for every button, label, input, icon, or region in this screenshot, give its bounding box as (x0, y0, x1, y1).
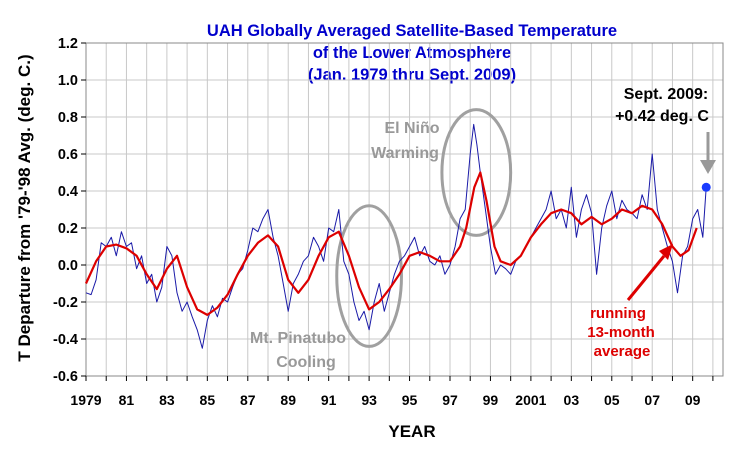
y-tick-label: 0.6 (58, 147, 78, 163)
x-tick-label: 05 (604, 392, 620, 408)
x-tick-label: 07 (644, 392, 660, 408)
x-tick-label: 91 (321, 392, 337, 408)
running-label: average (594, 343, 651, 360)
running-arrow-head (659, 244, 673, 260)
pinatubo-label: Cooling (276, 354, 336, 371)
annotations: El Niño Warming Mt. Pinatubo Cooling Sept. 2… (250, 86, 716, 371)
title-line: of the Lower Atmosphere (313, 44, 511, 62)
event-ellipse (335, 204, 403, 348)
running-label: running (590, 305, 646, 322)
x-tick-label: 85 (200, 392, 216, 408)
y-axis-label: T Departure from '79-'98 Avg. (deg. C.) (15, 54, 34, 361)
x-tick-label: 03 (564, 392, 580, 408)
x-tick-label: 09 (685, 392, 701, 408)
pinatubo-label: Mt. Pinatubo (250, 330, 346, 347)
plot-border (85, 42, 724, 377)
title-line: (Jan. 1979 thru Sept. 2009) (308, 66, 516, 84)
x-tick-label: 99 (483, 392, 499, 408)
latest-data-point (701, 182, 711, 192)
x-tick-label: 93 (361, 392, 377, 408)
y-tick-label: -0.6 (53, 369, 78, 385)
latest-arrow-head (700, 160, 716, 174)
x-axis-label: YEAR (388, 422, 435, 441)
y-tick-label: 0.8 (58, 110, 78, 126)
y-tick-label: 0.0 (58, 258, 78, 274)
y-tick-label: 1.0 (58, 73, 78, 89)
plot-area (85, 42, 724, 377)
x-tick-label: 1979 (70, 392, 101, 408)
x-tick-label: 87 (240, 392, 256, 408)
x-tick-label: 89 (280, 392, 296, 408)
y-tick-label: 1.2 (58, 36, 78, 52)
running-series-line (84, 171, 698, 316)
el-nino-label: El Niño (384, 120, 439, 137)
event-ellipse (440, 108, 513, 237)
x-axis-ticks: 1979 81 83 85 87 89 91 93 95 97 99 2001 03 05 07 09 (70, 376, 714, 408)
running-label: 13-month (587, 324, 655, 341)
running-arrow-shaft (626, 255, 666, 301)
title-line: UAH Globally Averaged Satellite-Based Te… (207, 22, 617, 40)
series-layer (84, 123, 711, 349)
x-tick-label: 81 (119, 392, 135, 408)
latest-label: Sept. 2009: (624, 86, 708, 103)
x-tick-label: 97 (442, 392, 458, 408)
el-nino-label: Warming (371, 145, 439, 162)
x-tick-label: 2001 (515, 392, 546, 408)
event-ellipses (335, 108, 513, 348)
y-axis-ticks: 1.2 1.0 0.8 0.6 0.4 0.2 0.0 -0.2 -0.4 -0.6 (53, 36, 86, 385)
y-tick-label: 0.4 (58, 184, 78, 200)
y-tick-label: -0.2 (53, 295, 78, 311)
x-tick-label: 83 (159, 392, 175, 408)
y-tick-label: -0.4 (53, 332, 78, 348)
latest-label: +0.42 deg. C (615, 108, 709, 125)
x-tick-label: 95 (402, 392, 418, 408)
monthly-series-line (85, 123, 707, 349)
y-tick-label: 0.2 (58, 221, 78, 237)
